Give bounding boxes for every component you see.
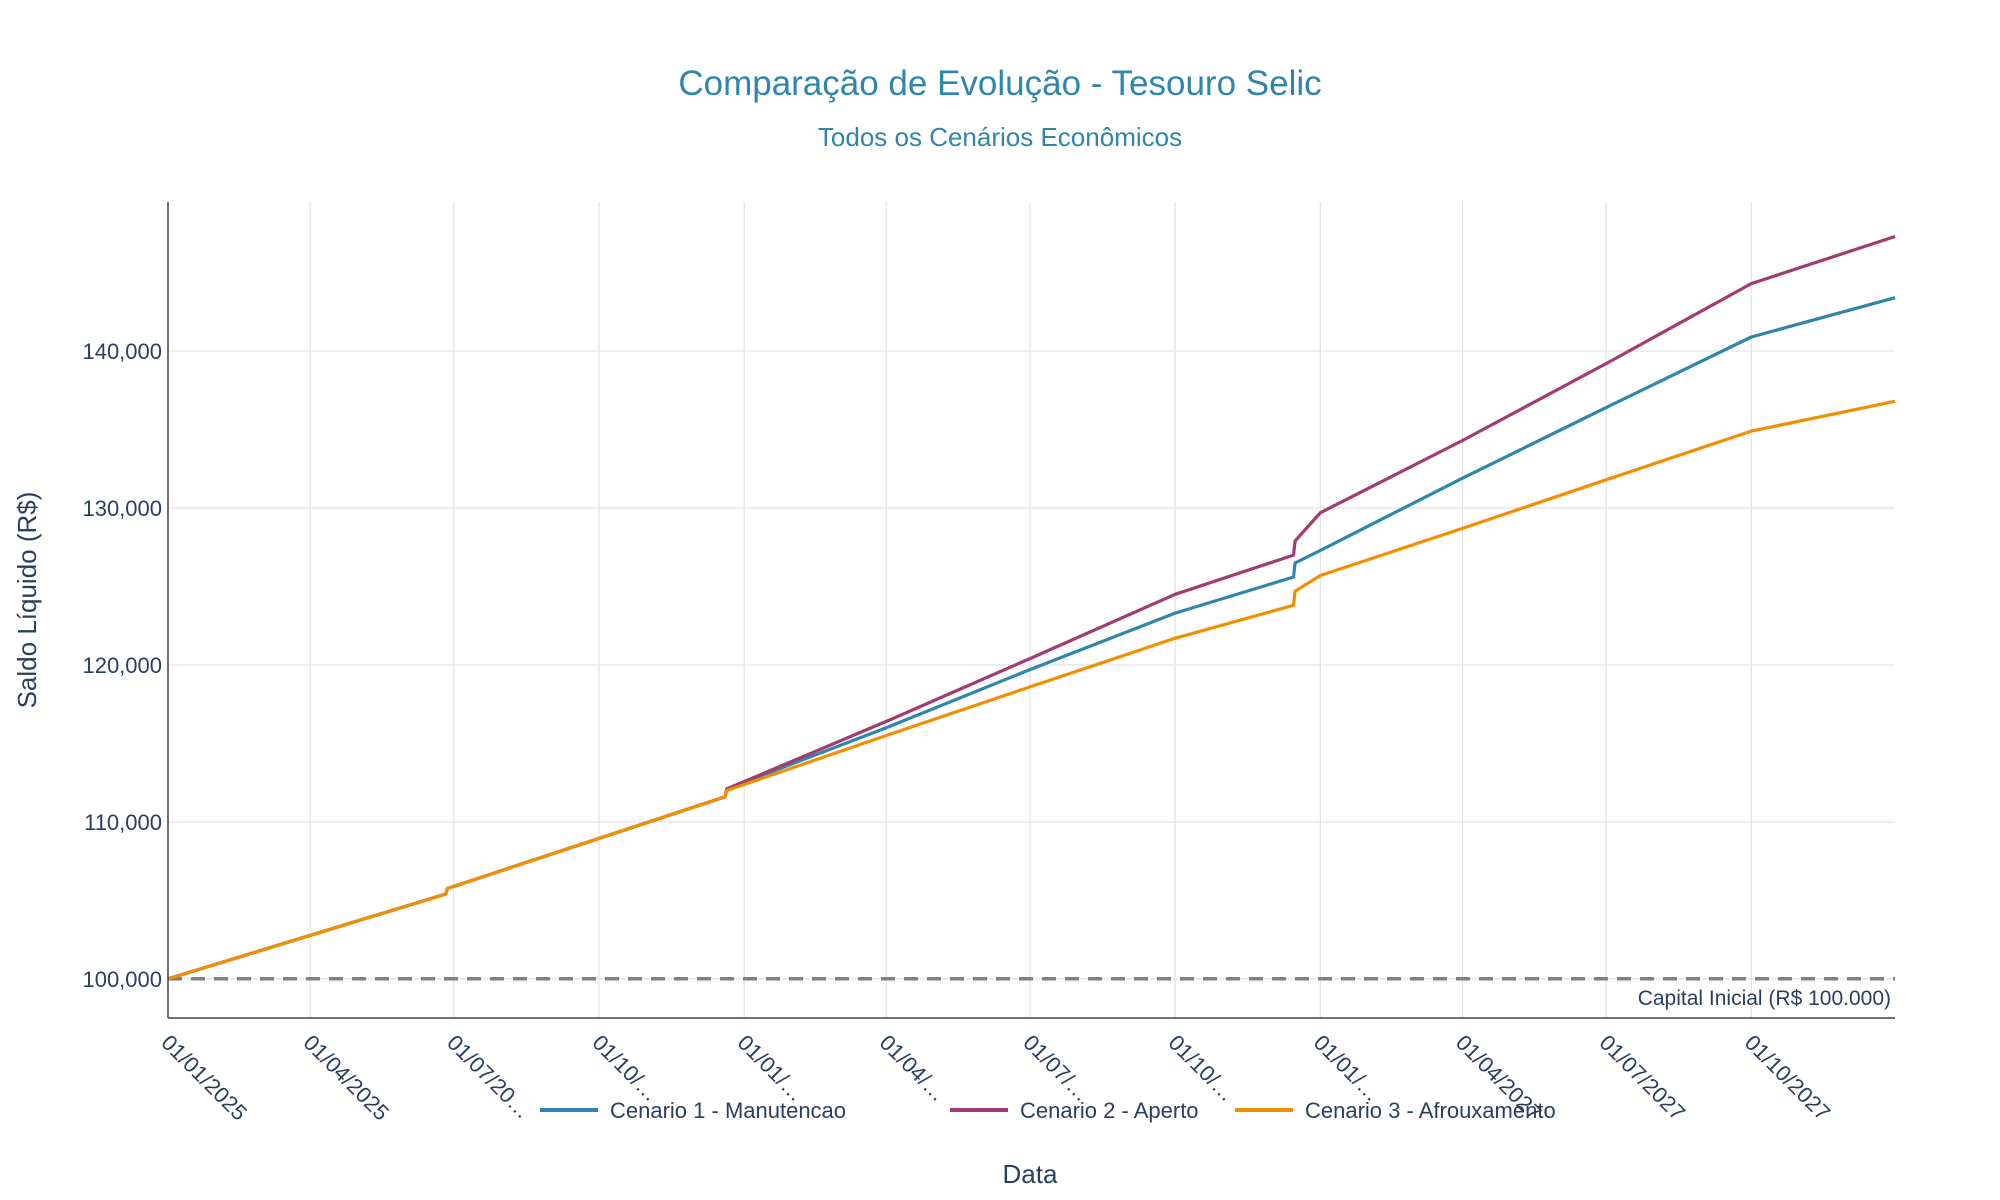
y-tick-label: 130,000: [82, 496, 162, 521]
series-line-1: [167, 296, 1896, 981]
x-tick-label: 01/10/…: [1164, 1030, 1240, 1106]
tick-labels: 100,000 110,000 120,000 130,000 140,000 01/01…: [82, 339, 1835, 1125]
x-tick-label: 01/01/…: [733, 1030, 809, 1106]
x-tick-label: 01/10/2027: [1740, 1030, 1836, 1126]
x-axis-title: Data: [1003, 1159, 1058, 1189]
axes: [167, 202, 1895, 1019]
legend-label: Cenario 3 - Afrouxamento: [1305, 1098, 1556, 1123]
y-axis-title: Saldo Líquido (R$): [12, 492, 42, 709]
legend-item-3: Cenario 3 - Afrouxamento: [1235, 1098, 1556, 1123]
x-tick-label: 01/01/…: [1309, 1030, 1385, 1106]
grid: [167, 202, 1895, 1018]
legend-label: Cenario 1 - Manutencao: [610, 1098, 846, 1123]
reference-line-group: Capital Inicial (R$ 100.000): [168, 977, 1895, 1010]
x-tick-label: 01/07/20…: [442, 1030, 536, 1124]
x-tick-label: 01/10/…: [587, 1030, 663, 1106]
x-tick-label: 01/04/2025: [299, 1030, 395, 1126]
series-line-2: [167, 234, 1896, 981]
legend-item-1: Cenario 1 - Manutencao: [540, 1098, 846, 1123]
reference-line-label: Capital Inicial (R$ 100.000): [1638, 987, 1891, 1010]
x-tick-label: 01/07/2027: [1595, 1030, 1691, 1126]
x-tick-label: 01/07/…: [1018, 1030, 1094, 1106]
series-line-3: [167, 399, 1896, 981]
legend-label: Cenario 2 - Aperto: [1020, 1098, 1199, 1123]
y-tick-label: 120,000: [82, 653, 162, 678]
chart-subtitle: Todos os Cenários Econômicos: [817, 122, 1183, 152]
chart-title: Comparação de Evolução - Tesouro Selic: [678, 64, 1322, 103]
y-tick-label: 100,000: [82, 967, 162, 992]
y-tick-label: 140,000: [82, 339, 162, 364]
x-tick-label: 01/04/…: [875, 1030, 951, 1106]
legend-item-2: Cenario 2 - Aperto: [950, 1098, 1199, 1123]
series-group: [167, 234, 1896, 981]
y-tick-label: 110,000: [84, 810, 162, 835]
x-tick-label: 01/01/2025: [156, 1030, 252, 1126]
legend: Cenario 1 - Manutencao Cenario 2 - Aperto…: [540, 1098, 1556, 1123]
